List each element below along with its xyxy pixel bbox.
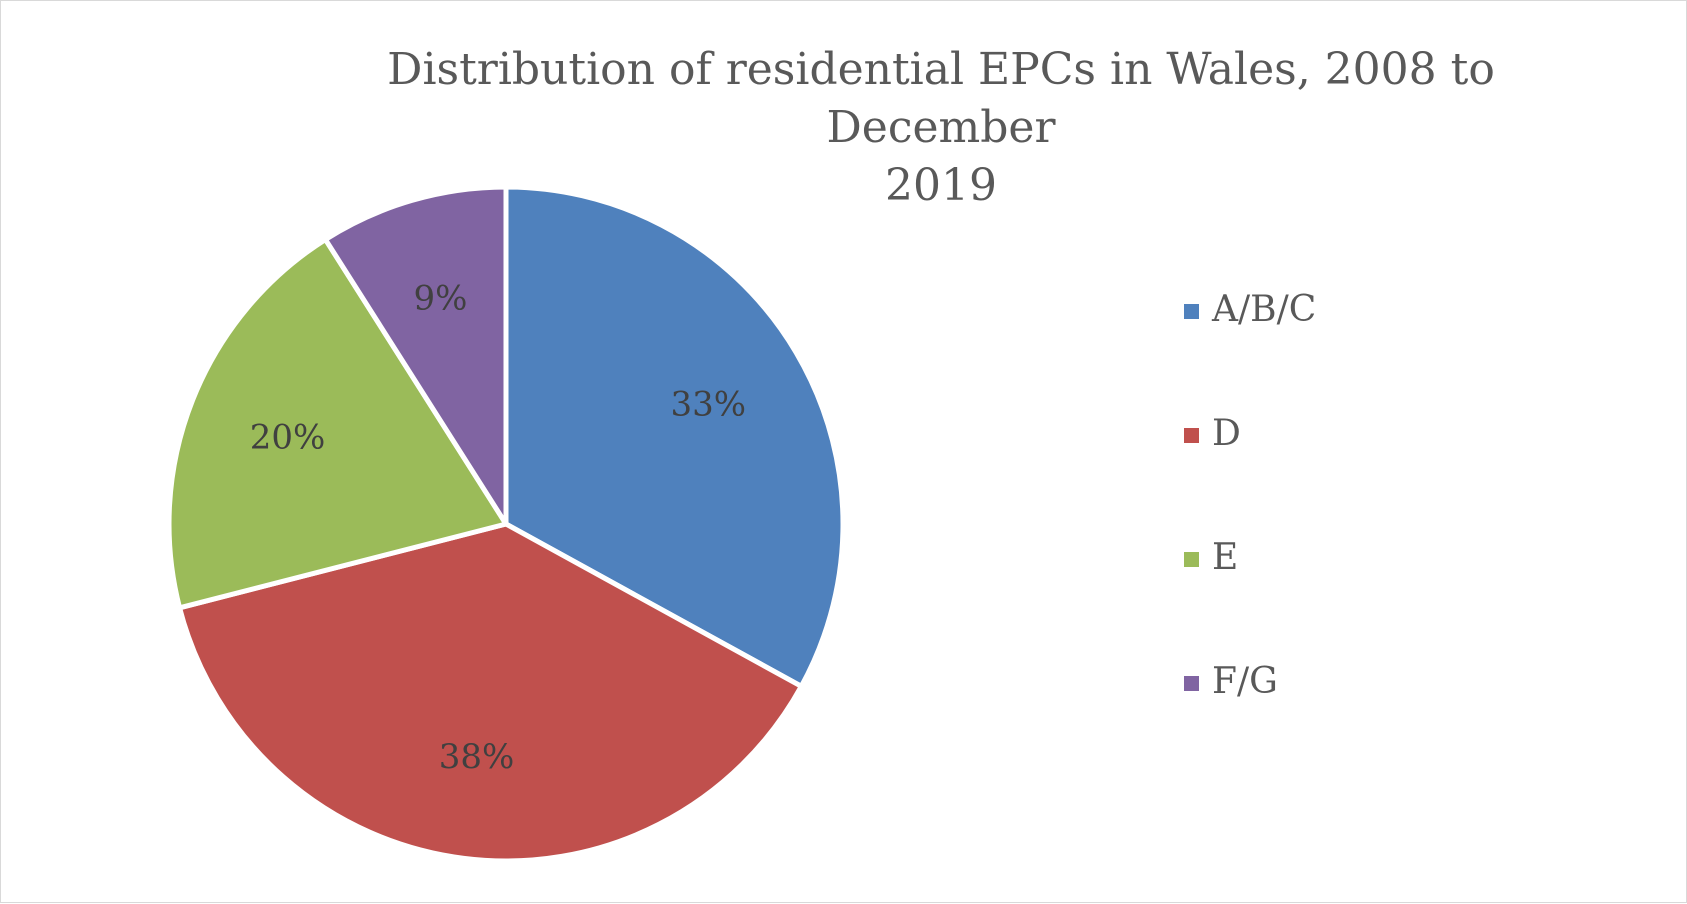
legend: A/B/C D E F/G	[1184, 281, 1316, 777]
legend-swatch-d	[1184, 428, 1199, 443]
pie-slice-e[interactable]	[166, 236, 509, 611]
pie-slices	[166, 184, 846, 864]
data-label-e: 20%	[250, 417, 326, 457]
legend-item-d[interactable]: D	[1184, 405, 1316, 529]
legend-item-abc[interactable]: A/B/C	[1184, 281, 1316, 405]
legend-label-d: D	[1212, 413, 1241, 454]
legend-swatch-e	[1184, 552, 1199, 567]
pie-slice-abc[interactable]	[503, 184, 846, 689]
legend-label-fg: F/G	[1212, 661, 1278, 702]
chart-title-line-2: 2019	[885, 160, 997, 211]
legend-item-e[interactable]: E	[1184, 529, 1316, 653]
chart-title-line-1: Distribution of residential EPCs in Wale…	[387, 44, 1495, 153]
legend-swatch-abc	[1184, 304, 1199, 319]
legend-swatch-fg	[1184, 676, 1199, 691]
data-label-d: 38%	[439, 737, 515, 777]
data-label-fg: 9%	[413, 278, 467, 318]
legend-label-e: E	[1212, 537, 1239, 578]
legend-item-fg[interactable]: F/G	[1184, 653, 1316, 777]
chart-title: Distribution of residential EPCs in Wale…	[271, 41, 1611, 215]
pie-data-labels: 33% 38% 20% 9%	[250, 278, 746, 777]
pie-slice-fg[interactable]	[322, 184, 509, 527]
data-label-abc: 33%	[670, 384, 746, 424]
pie-slice-d[interactable]	[177, 521, 804, 864]
legend-label-abc: A/B/C	[1212, 289, 1317, 330]
